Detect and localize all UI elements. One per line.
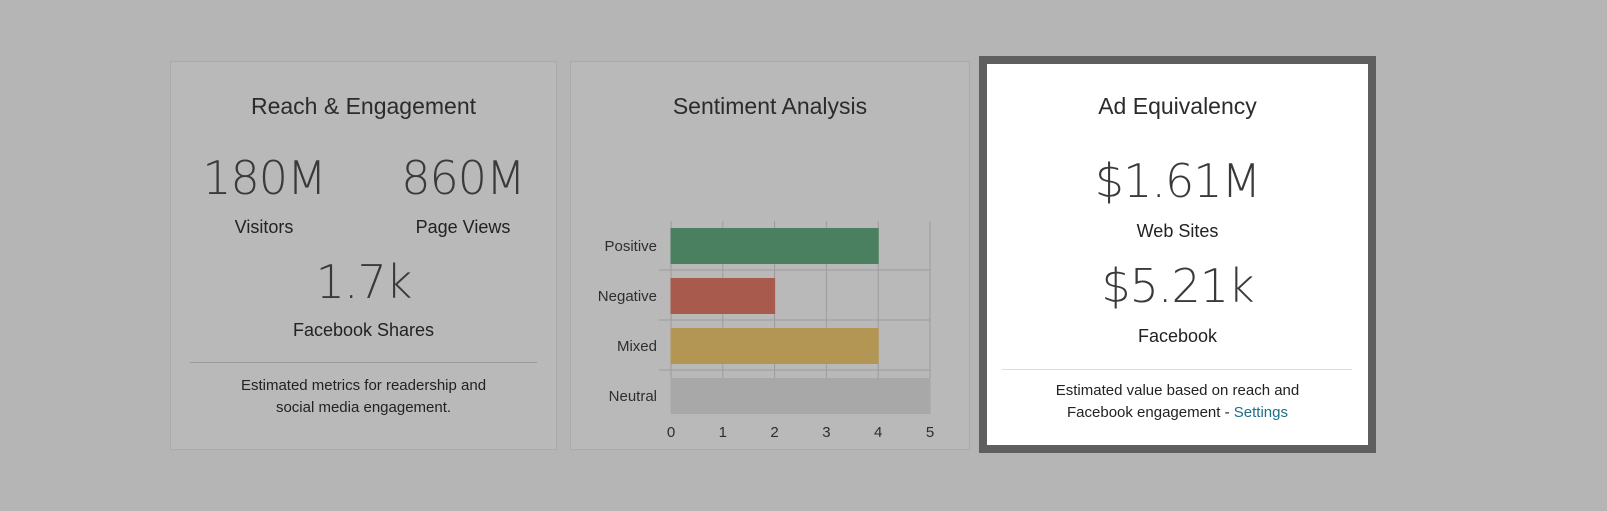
page-views-label: Page Views	[415, 217, 511, 237]
sentiment-analysis-card: Sentiment Analysis Positive Negative Mixed…	[570, 61, 970, 450]
reach-card-title: Reach & Engagement	[250, 93, 477, 119]
reach-note: Estimated metrics for readership and soc…	[240, 377, 487, 416]
bar-positive	[670, 228, 879, 264]
visitors-value: 180M	[202, 151, 327, 205]
facebook-shares-value: 1.7k	[315, 255, 413, 309]
web-sites-value: $1.61M	[1094, 154, 1261, 208]
category-label: Negative	[598, 288, 657, 305]
reach-divider	[190, 362, 537, 363]
x-tick-label: 3	[822, 424, 830, 441]
facebook-value: $5.21k	[1101, 259, 1254, 313]
facebook-label: Facebook	[1137, 326, 1218, 346]
category-label: Neutral	[609, 388, 657, 405]
page-views-value: 860M	[401, 151, 526, 205]
x-tick-label: 1	[719, 424, 727, 441]
bar-negative	[670, 278, 776, 314]
x-tick-label: 0	[667, 424, 675, 441]
settings-link[interactable]: Settings	[1233, 404, 1288, 421]
sentiment-card-title: Sentiment Analysis	[672, 93, 868, 119]
ad-card-title: Ad Equivalency	[1098, 93, 1257, 119]
category-label: Positive	[604, 238, 657, 255]
bar-neutral	[670, 378, 931, 414]
ad-divider	[1002, 369, 1352, 370]
category-label: Mixed	[617, 338, 657, 355]
web-sites-label: Web Sites	[1136, 221, 1219, 241]
bar-mixed	[670, 328, 879, 364]
ad-note-line2: Facebook engagement -	[1067, 404, 1234, 421]
x-tick-label: 4	[874, 424, 882, 441]
ad-equivalency-card: Ad Equivalency $1.61M Web Sites $5.21k F…	[979, 56, 1376, 453]
visitors-label: Visitors	[234, 217, 294, 237]
facebook-shares-label: Facebook Shares	[292, 320, 435, 340]
x-tick-label: 2	[770, 424, 778, 441]
reach-engagement-card: Reach & Engagement 180M Visitors 860M Pa…	[170, 61, 557, 450]
ad-note-line1: Estimated value based on reach and	[1055, 382, 1300, 399]
ad-note: Estimated value based on reach and Faceb…	[1007, 380, 1348, 424]
x-tick-label: 5	[926, 424, 934, 441]
